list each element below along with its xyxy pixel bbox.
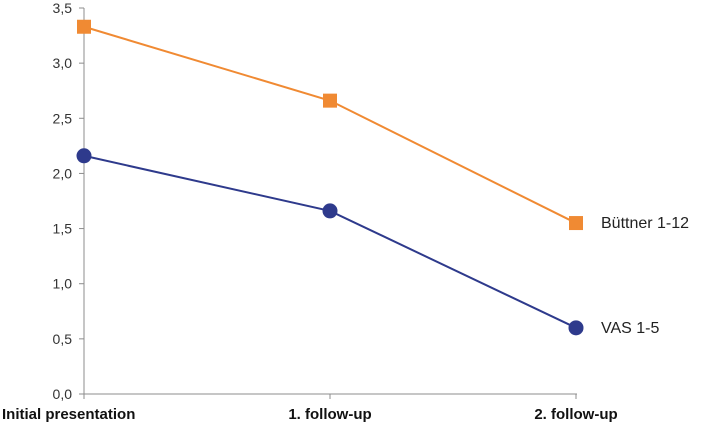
data-point-circle bbox=[76, 148, 92, 164]
data-point-circle bbox=[568, 320, 584, 336]
y-tick-label: 3,0 bbox=[53, 55, 73, 71]
y-tick-label: 0,5 bbox=[53, 331, 73, 347]
y-tick-label: 2,5 bbox=[53, 110, 73, 126]
series-label: Büttner 1-12 bbox=[601, 215, 689, 232]
data-point-square bbox=[77, 19, 91, 34]
x-axis-ticks: Initial presentation 1. follow-up 2. follo… bbox=[2, 394, 618, 423]
series-line-1 bbox=[83, 154, 577, 329]
x-tick-label: Initial presentation bbox=[2, 406, 135, 423]
y-tick-label: 2,0 bbox=[53, 165, 73, 181]
series-label: VAS 1-5 bbox=[601, 320, 660, 337]
y-axis-ticks: 0,0 0,5 1,0 1,5 2,0 2,5 3,0 3,5 bbox=[53, 0, 84, 402]
y-tick-label: 3,5 bbox=[53, 0, 73, 16]
y-tick-label: 0,0 bbox=[53, 386, 73, 402]
x-tick-label: 2. follow-up bbox=[534, 406, 617, 423]
data-point-circle bbox=[322, 203, 338, 219]
y-tick-label: 1,5 bbox=[53, 221, 73, 237]
axes bbox=[83, 8, 577, 395]
series-labels: Büttner 1-12 VAS 1-5 bbox=[601, 215, 689, 337]
series-line-0 bbox=[83, 25, 577, 224]
data-point-square bbox=[323, 93, 337, 108]
x-tick-label: 1. follow-up bbox=[288, 406, 371, 423]
series-group bbox=[76, 19, 584, 336]
y-tick-label: 1,0 bbox=[53, 276, 73, 292]
data-point-square bbox=[569, 216, 583, 231]
